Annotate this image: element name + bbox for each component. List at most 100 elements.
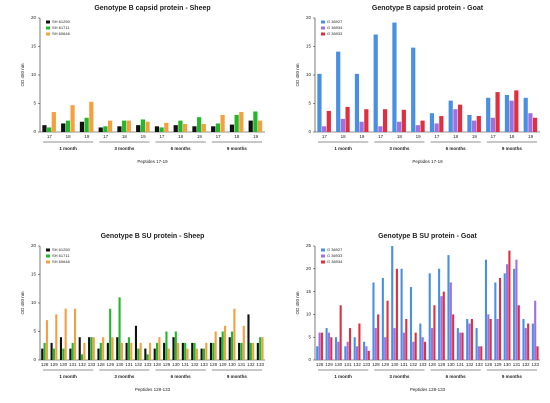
- bar: [126, 120, 131, 132]
- bar: [164, 122, 169, 132]
- bar: [257, 120, 263, 132]
- bar: [238, 342, 241, 360]
- x-axis-label: Peptides 128-133: [135, 387, 171, 392]
- bar: [239, 112, 244, 132]
- bar: [193, 342, 196, 360]
- y-tick-label: 0: [33, 129, 36, 134]
- bar: [490, 117, 495, 132]
- y-tick-label: 0: [308, 129, 311, 134]
- bar: [487, 314, 490, 360]
- bar: [256, 342, 259, 360]
- bar: [326, 110, 331, 132]
- bar: [205, 342, 208, 360]
- group-label: 9 months: [227, 374, 247, 379]
- bar: [221, 331, 224, 360]
- bar: [316, 346, 319, 360]
- x-tick-label: 129: [50, 362, 58, 367]
- x-tick-label: 132: [522, 362, 530, 367]
- bar: [402, 332, 405, 360]
- bar: [498, 277, 502, 360]
- x-tick-label: 131: [182, 362, 190, 367]
- bar: [431, 328, 434, 360]
- bar: [234, 114, 239, 132]
- bar: [320, 332, 323, 360]
- bar: [59, 337, 63, 360]
- bar: [247, 314, 250, 360]
- bar: [144, 348, 147, 360]
- group-label: 6 months: [446, 146, 466, 151]
- x-tick-label: 133: [419, 362, 427, 367]
- legend-label: G 36934: [327, 25, 343, 30]
- bar: [106, 342, 109, 360]
- x-tick-label: 18: [397, 134, 403, 139]
- bar: [374, 328, 377, 360]
- group-label: 6 months: [171, 374, 191, 379]
- legend-label: SH 61711: [52, 253, 70, 258]
- legend-swatch: [46, 254, 50, 258]
- bar: [391, 246, 394, 360]
- bar: [429, 113, 435, 132]
- x-tick-label: 17: [216, 134, 222, 139]
- x-tick-label: 129: [219, 362, 227, 367]
- bar: [531, 323, 534, 360]
- chart-title: Genotype B capsid protein - Goat: [372, 5, 484, 12]
- bar: [41, 348, 44, 360]
- legend-label: SH 60646: [52, 31, 71, 36]
- group-label: 3 months: [114, 374, 134, 379]
- bar: [109, 308, 112, 360]
- y-tick-label: 15: [31, 44, 37, 49]
- x-tick-label: 19: [416, 134, 422, 139]
- group-label: 1 month: [59, 374, 77, 379]
- bar: [423, 341, 427, 360]
- bar: [192, 126, 197, 132]
- x-tick-label: 128: [316, 362, 324, 367]
- x-tick-label: 132: [135, 362, 143, 367]
- legend-swatch: [46, 26, 50, 30]
- bar: [393, 328, 396, 360]
- bar: [414, 332, 417, 360]
- bar: [184, 342, 187, 360]
- bar: [506, 264, 509, 360]
- bar: [449, 282, 452, 360]
- bar: [382, 109, 388, 132]
- x-axis-label: Peptides 17-19: [412, 159, 443, 164]
- bar: [209, 342, 213, 360]
- bar: [317, 73, 322, 132]
- bar: [420, 120, 425, 132]
- bar: [173, 125, 178, 132]
- y-tick-label: 15: [306, 289, 312, 294]
- x-tick-label: 133: [363, 362, 371, 367]
- bar: [348, 328, 352, 360]
- x-tick-label: 132: [247, 362, 255, 367]
- bar: [220, 114, 225, 132]
- x-tick-label: 132: [410, 362, 418, 367]
- bar: [508, 250, 511, 360]
- bar: [111, 337, 114, 360]
- bar: [261, 337, 264, 360]
- bar: [522, 318, 525, 360]
- bar: [50, 342, 53, 360]
- bar: [494, 282, 497, 360]
- x-tick-label: 130: [391, 362, 399, 367]
- y-tick-label: 10: [31, 72, 37, 77]
- legend-swatch: [321, 32, 325, 36]
- bar: [84, 117, 89, 132]
- bar: [327, 332, 330, 360]
- group-label: 1 month: [334, 374, 352, 379]
- y-tick-label: 10: [306, 72, 312, 77]
- bar: [120, 342, 123, 360]
- x-tick-label: 131: [513, 362, 521, 367]
- x-tick-label: 131: [125, 362, 133, 367]
- x-tick-label: 19: [84, 134, 90, 139]
- bar: [517, 305, 520, 360]
- x-tick-label: 18: [234, 134, 240, 139]
- bar: [242, 325, 245, 360]
- y-tick-label: 20: [306, 15, 312, 20]
- bar: [523, 97, 528, 132]
- bar: [337, 341, 340, 360]
- x-tick-label: 130: [60, 362, 68, 367]
- x-tick-label: 129: [382, 362, 390, 367]
- bar: [524, 328, 527, 360]
- x-tick-label: 130: [172, 362, 180, 367]
- bar: [42, 125, 47, 132]
